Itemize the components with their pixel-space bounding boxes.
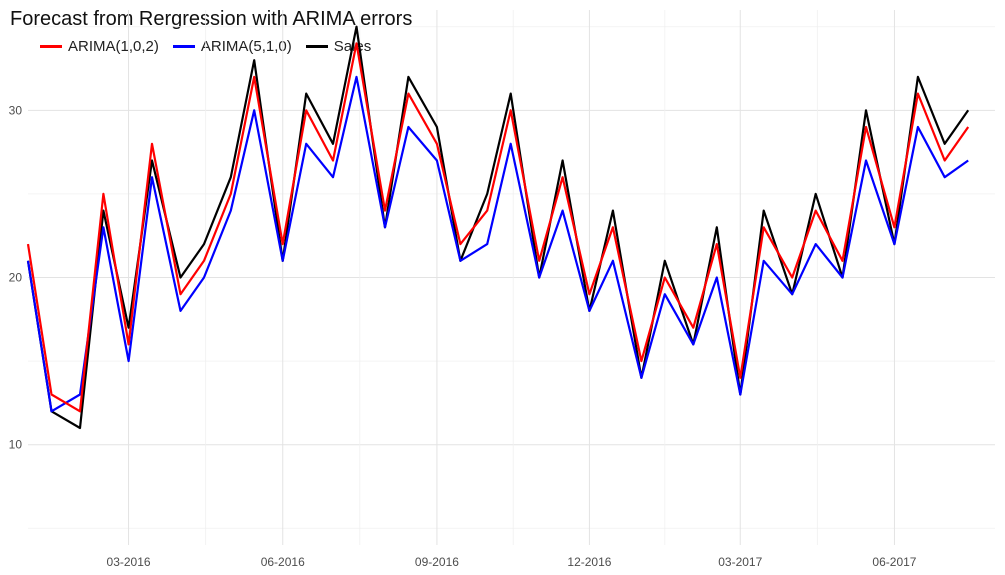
chart-title: Forecast from Rergression with ARIMA err…: [10, 8, 413, 30]
y-tick-label: 10: [9, 438, 23, 452]
x-tick-label: 06-2016: [261, 555, 305, 569]
x-tick-label: 03-2016: [107, 555, 151, 569]
x-tick-label: 06-2017: [872, 555, 916, 569]
x-tick-label: 09-2016: [415, 555, 459, 569]
legend-swatch-sales: [305, 45, 328, 48]
legend-item-arima102: ARIMA(1,0,2): [40, 38, 159, 55]
x-tick-label: 03-2017: [718, 555, 762, 569]
legend-label-arima102: ARIMA(1,0,2): [68, 38, 159, 55]
legend-label-arima510: ARIMA(5,1,0): [200, 38, 292, 55]
series-line-arima510: [26, 75, 969, 413]
x-tick-label: 12-2016: [567, 555, 611, 569]
legend-swatch-arima102: [40, 45, 62, 48]
series-line-sales: [26, 25, 970, 430]
y-tick-label: 30: [9, 103, 23, 117]
legend-swatch-arima510: [172, 45, 195, 48]
legend-item-arima510: ARIMA(5,1,0): [172, 38, 292, 55]
series-line-arima102: [26, 42, 970, 413]
y-tick-label: 20: [9, 271, 23, 285]
